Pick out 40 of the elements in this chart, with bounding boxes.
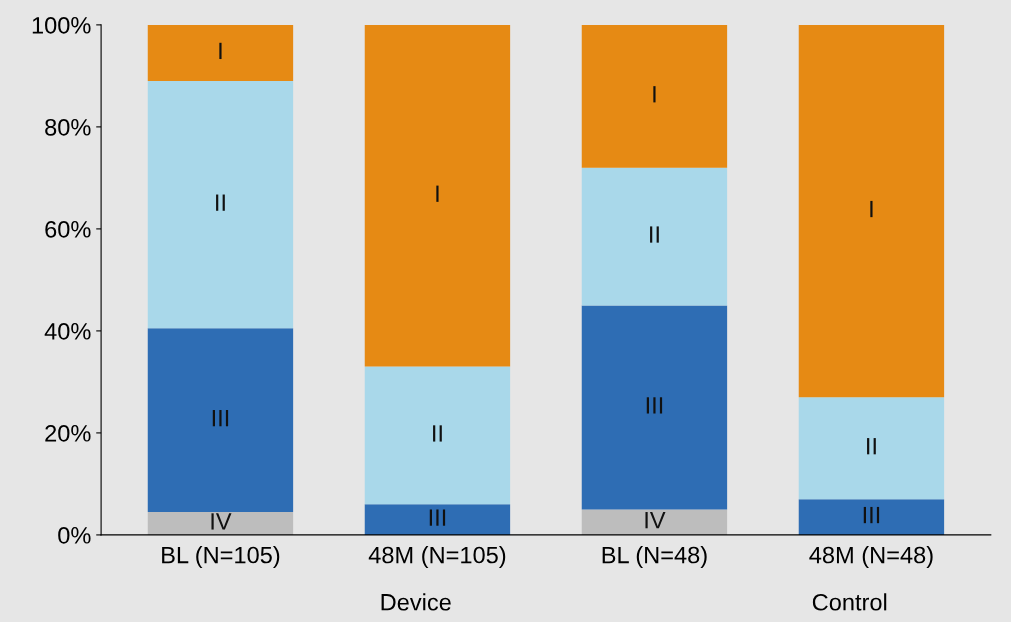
y-tick-label: 80% (45, 118, 91, 136)
text: II (650, 226, 659, 243)
x-tick-label: 48M (N=48) (809, 546, 933, 569)
text: I (870, 200, 873, 218)
text: III (863, 506, 880, 524)
series-label: I (219, 42, 222, 60)
y-tick-label: 40% (44, 322, 91, 340)
text: III (646, 397, 663, 414)
y-tick-label: 0% (58, 526, 91, 544)
bar (364, 366, 511, 505)
bar (798, 24, 945, 398)
y-tick-label: 20% (45, 424, 91, 442)
bar (798, 499, 945, 535)
bar (364, 504, 511, 535)
bar (581, 24, 728, 168)
y-tick-label: 100% (32, 16, 91, 34)
x-tick-label: BL (N=48) (602, 546, 707, 569)
text: Device (381, 593, 451, 611)
text: I (436, 185, 439, 202)
text: I (653, 86, 656, 103)
text: Control (812, 593, 887, 611)
text: IV (645, 512, 666, 529)
bar (581, 305, 728, 510)
series-label: IV (211, 513, 232, 530)
x-tick-label: 48M (N=105) (368, 546, 506, 569)
x-tick-label: BL (N=105) (162, 546, 280, 569)
bar (147, 511, 294, 535)
series-label: III (429, 509, 446, 526)
y-tick-label: 60% (45, 220, 91, 238)
bar (581, 509, 728, 535)
bar (147, 24, 294, 81)
series-label: II (867, 438, 876, 455)
bar (581, 167, 728, 306)
bar (798, 397, 945, 500)
text: II (433, 425, 442, 442)
bar (364, 24, 511, 367)
bar (147, 80, 294, 329)
bar (147, 328, 294, 512)
text: II (216, 194, 225, 211)
text: III (212, 410, 229, 427)
